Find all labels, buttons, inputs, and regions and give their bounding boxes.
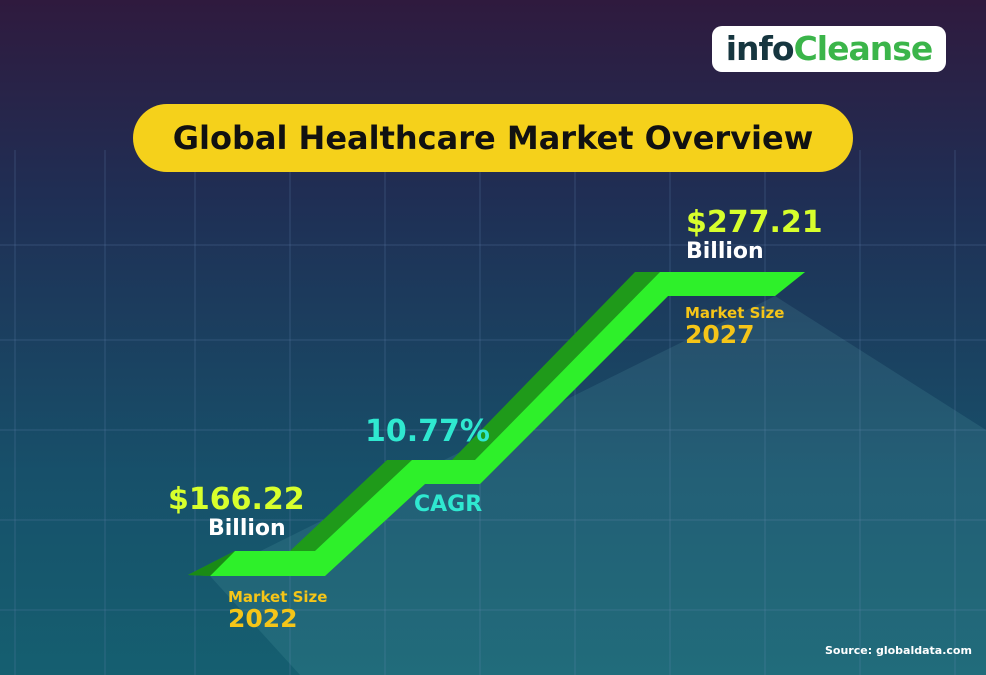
end-label: Market Size: [685, 304, 785, 322]
title: Global Healthcare Market Overview: [133, 104, 853, 172]
growth-value: 10.77%: [365, 414, 490, 449]
end-year: 2027: [685, 320, 755, 349]
end-value: $277.21: [686, 205, 823, 240]
start-unit: Billion: [208, 516, 286, 541]
start-label: Market Size: [228, 588, 328, 606]
start-value: $166.22: [168, 482, 305, 517]
logo-text: info: [725, 29, 795, 68]
start-year: 2022: [228, 604, 298, 633]
logo-text: Cleanse: [793, 29, 934, 68]
end-unit: Billion: [686, 239, 764, 264]
logo: infoCleanse: [712, 26, 946, 72]
growth-label: CAGR: [414, 492, 483, 517]
source: Source: globaldata.com: [825, 644, 972, 657]
